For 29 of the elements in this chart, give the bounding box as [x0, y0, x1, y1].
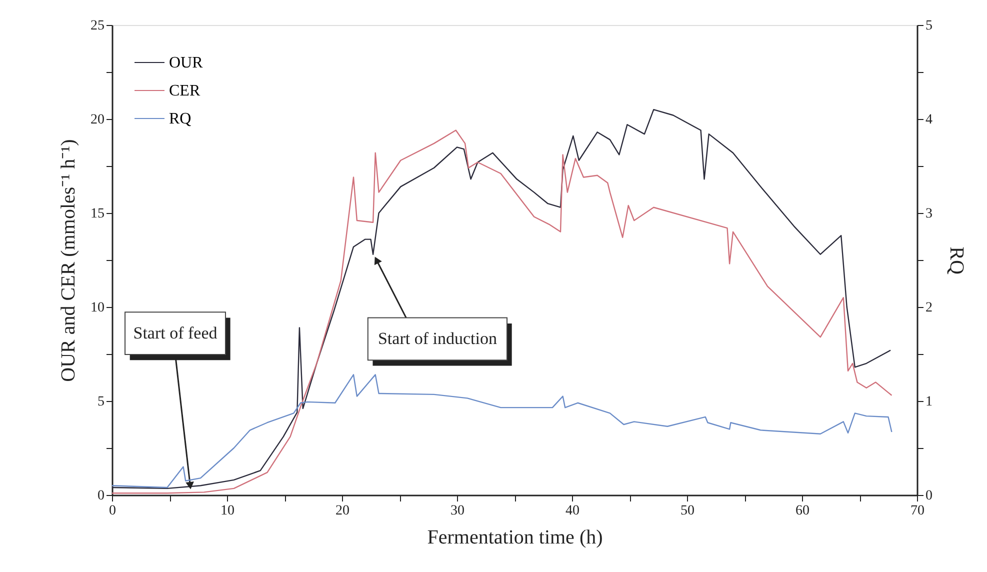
x-tick-label: 60: [796, 504, 810, 518]
x-tick-label: 50: [680, 504, 694, 518]
y2-tick-label: 4: [926, 112, 932, 128]
annotation: Start of induction: [378, 328, 498, 348]
y2-tick-label: 2: [926, 300, 932, 316]
legend-label: OUR: [169, 54, 204, 72]
y-tick-label: 5: [98, 394, 104, 410]
x-tick-label: 0: [109, 504, 116, 518]
legend-label: CER: [169, 82, 200, 100]
y2-axis-title: RQ: [946, 246, 968, 275]
y-tick-label: 15: [90, 206, 104, 222]
y2-tick-label: 1: [926, 394, 932, 410]
x-tick-label: 70: [910, 504, 924, 518]
y-tick-label: 0: [98, 488, 104, 504]
x-tick-label: 30: [450, 504, 464, 518]
y2-tick-label: 5: [926, 18, 932, 34]
x-tick-label: 10: [220, 504, 234, 518]
y2-tick-label: 3: [926, 206, 932, 222]
y2-tick-label: 0: [926, 488, 932, 504]
legend-label: RQ: [169, 110, 192, 128]
x-tick-label: 20: [336, 504, 350, 518]
x-axis-title: Fermentation time (h): [427, 526, 603, 548]
line-series: [111, 374, 892, 488]
y-axis-title: OUR and CER (mmoles⁻¹ h⁻¹): [58, 139, 80, 382]
y-tick-label: 20: [90, 112, 104, 128]
annotation: Start of feed: [133, 323, 218, 342]
x-tick-label: 40: [566, 504, 580, 518]
y-tick-label: 25: [90, 18, 104, 34]
y-tick-label: 10: [90, 300, 104, 316]
